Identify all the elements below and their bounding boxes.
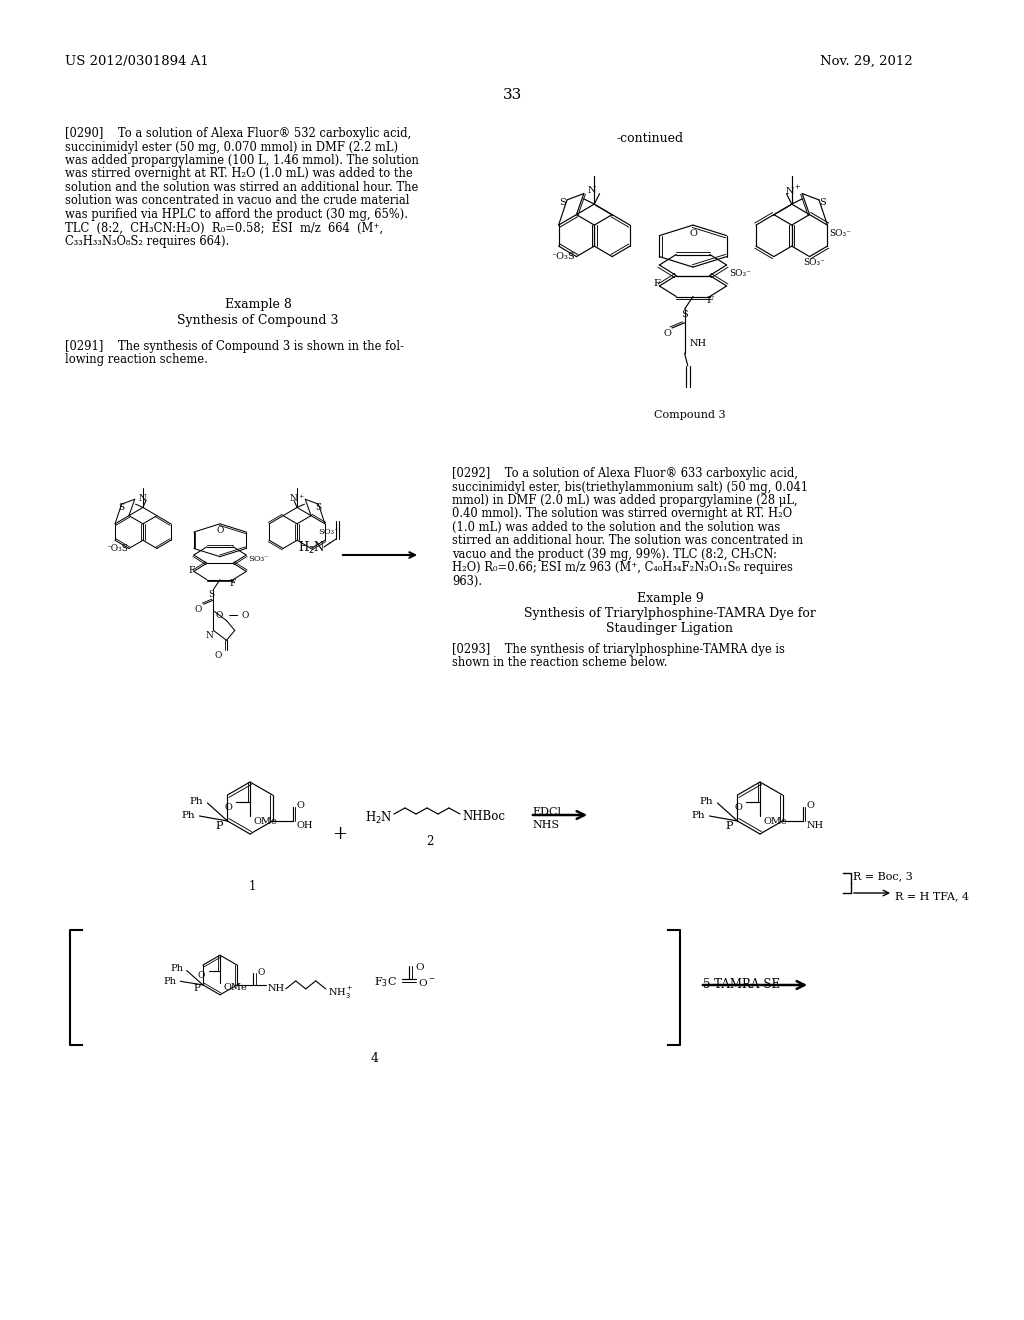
Text: O: O	[215, 611, 223, 620]
Text: was stirred overnight at RT. H₂O (1.0 mL) was added to the: was stirred overnight at RT. H₂O (1.0 mL…	[65, 168, 413, 181]
Text: [0291]    The synthesis of Compound 3 is shown in the fol-: [0291] The synthesis of Compound 3 is sh…	[65, 341, 404, 352]
Text: was added propargylamine (100 L, 1.46 mmol). The solution: was added propargylamine (100 L, 1.46 mm…	[65, 154, 419, 168]
Text: Example 9: Example 9	[637, 591, 703, 605]
Text: F: F	[707, 296, 714, 305]
Text: -continued: -continued	[616, 132, 684, 145]
Text: O: O	[689, 228, 697, 238]
Text: S: S	[315, 503, 322, 512]
Text: mmol) in DMF (2.0 mL) was added propargylamine (28 μL,: mmol) in DMF (2.0 mL) was added propargy…	[452, 494, 798, 507]
Text: [0290]    To a solution of Alexa Fluor® 532 carboxylic acid,: [0290] To a solution of Alexa Fluor® 532…	[65, 127, 412, 140]
Text: O: O	[195, 605, 203, 614]
Text: OMe: OMe	[253, 817, 276, 825]
Text: vacuo and the product (39 mg, 99%). TLC (8:2, CH₃CN:: vacuo and the product (39 mg, 99%). TLC …	[452, 548, 777, 561]
Text: S: S	[208, 590, 214, 599]
Text: shown in the reaction scheme below.: shown in the reaction scheme below.	[452, 656, 668, 669]
Text: was purified via HPLC to afford the product (30 mg, 65%).: was purified via HPLC to afford the prod…	[65, 209, 408, 220]
Text: P: P	[216, 821, 223, 832]
Text: Ph: Ph	[170, 964, 183, 973]
Text: S: S	[560, 198, 566, 207]
Text: N$^+$: N$^+$	[785, 183, 802, 197]
Text: stirred an additional hour. The solution was concentrated in: stirred an additional hour. The solution…	[452, 535, 803, 548]
Text: H$_2$N: H$_2$N	[298, 540, 326, 556]
Text: O: O	[242, 611, 249, 620]
Text: O: O	[224, 803, 232, 812]
Text: ⁻O₃S: ⁻O₃S	[106, 544, 129, 553]
Text: Ph: Ph	[182, 812, 196, 821]
Text: NHS: NHS	[532, 820, 559, 830]
Text: H₂O) R₀=0.66; ESI m/z 963 (M⁺, C₄₀H₃₄F₂N₃O₁₁S₆ requires: H₂O) R₀=0.66; ESI m/z 963 (M⁺, C₄₀H₃₄F₂N…	[452, 561, 793, 574]
Text: F: F	[654, 280, 660, 288]
Text: EDCl: EDCl	[532, 807, 561, 817]
Text: Example 8: Example 8	[224, 298, 292, 312]
Text: lowing reaction scheme.: lowing reaction scheme.	[65, 354, 208, 367]
Text: NH: NH	[268, 985, 285, 994]
Text: 963).: 963).	[452, 576, 482, 587]
Text: 4: 4	[371, 1052, 379, 1065]
Text: N$^+$: N$^+$	[289, 492, 305, 504]
Text: OMe: OMe	[223, 982, 247, 991]
Text: +: +	[333, 825, 347, 843]
Text: Synthesis of Triarylphosphine-TAMRA Dye for: Synthesis of Triarylphosphine-TAMRA Dye …	[524, 607, 816, 620]
Text: O: O	[297, 800, 304, 809]
Text: SO₃⁻: SO₃⁻	[730, 269, 752, 279]
Text: SO₃⁻: SO₃⁻	[318, 528, 339, 536]
Text: succinimidyl ester (50 mg, 0.070 mmol) in DMF (2.2 mL): succinimidyl ester (50 mg, 0.070 mmol) i…	[65, 140, 398, 153]
Text: O: O	[215, 651, 222, 660]
Text: OH: OH	[297, 821, 313, 830]
Text: S: S	[119, 503, 125, 512]
Text: O: O	[415, 964, 424, 972]
Text: Staudinger Ligation: Staudinger Ligation	[606, 622, 733, 635]
Text: S: S	[819, 198, 826, 207]
Text: N: N	[588, 186, 597, 195]
Text: Synthesis of Compound 3: Synthesis of Compound 3	[177, 314, 339, 327]
Text: NH$_3^+$: NH$_3^+$	[328, 985, 353, 1001]
Text: R = H TFA, 4: R = H TFA, 4	[895, 891, 969, 902]
Text: 1: 1	[248, 880, 256, 894]
Text: TLC  (8:2,  CH₃CN:H₂O)  R₀=0.58;  ESI  m/z  664  (M⁺,: TLC (8:2, CH₃CN:H₂O) R₀=0.58; ESI m/z 66…	[65, 222, 383, 235]
Text: (1.0 mL) was added to the solution and the solution was: (1.0 mL) was added to the solution and t…	[452, 521, 780, 535]
Text: 0.40 mmol). The solution was stirred overnight at RT. H₂O: 0.40 mmol). The solution was stirred ove…	[452, 507, 793, 520]
Text: OMe: OMe	[763, 817, 786, 825]
Text: O: O	[257, 968, 265, 977]
Text: F: F	[230, 578, 237, 587]
Text: solution was concentrated in vacuo and the crude material: solution was concentrated in vacuo and t…	[65, 194, 410, 207]
Text: N: N	[139, 494, 146, 503]
Text: Ph: Ph	[189, 796, 204, 805]
Text: NH: NH	[689, 339, 707, 348]
Text: F: F	[189, 565, 196, 574]
Text: 2: 2	[426, 836, 434, 847]
Text: Ph: Ph	[692, 812, 706, 821]
Text: Compound 3: Compound 3	[654, 411, 726, 420]
Text: succinimidyl ester, bis(triethylammonium salt) (50 mg, 0.041: succinimidyl ester, bis(triethylammonium…	[452, 480, 808, 494]
Text: NHBoc: NHBoc	[462, 810, 505, 822]
Text: SO₃⁻: SO₃⁻	[803, 259, 825, 268]
Text: C₃₃H₃₃N₃O₈S₂ requires 664).: C₃₃H₃₃N₃O₈S₂ requires 664).	[65, 235, 229, 248]
Text: 5-TAMRA-SE: 5-TAMRA-SE	[703, 978, 780, 991]
Text: R = Boc, 3: R = Boc, 3	[853, 871, 912, 880]
Text: O: O	[734, 803, 742, 812]
Text: Ph: Ph	[699, 796, 714, 805]
Text: US 2012/0301894 A1: US 2012/0301894 A1	[65, 55, 209, 69]
Text: ⁻O₃S: ⁻O₃S	[551, 252, 574, 261]
Text: P: P	[194, 985, 201, 994]
Text: Ph: Ph	[164, 977, 177, 986]
Text: N: N	[206, 631, 213, 640]
Text: O: O	[216, 525, 223, 535]
Text: O: O	[664, 329, 671, 338]
Text: 33: 33	[503, 88, 521, 102]
Text: O: O	[807, 800, 814, 809]
Text: P: P	[726, 821, 733, 832]
Text: O$^-$: O$^-$	[418, 977, 435, 987]
Text: S: S	[681, 310, 688, 318]
Text: H$_2$N: H$_2$N	[365, 810, 393, 826]
Text: SO₃⁻: SO₃⁻	[249, 556, 269, 564]
Text: [0293]    The synthesis of triarylphosphine-TAMRA dye is: [0293] The synthesis of triarylphosphine…	[452, 643, 784, 656]
Text: NH: NH	[807, 821, 823, 830]
Text: [0292]    To a solution of Alexa Fluor® 633 carboxylic acid,: [0292] To a solution of Alexa Fluor® 633…	[452, 467, 798, 480]
Text: SO₃⁻: SO₃⁻	[829, 228, 851, 238]
Text: Nov. 29, 2012: Nov. 29, 2012	[820, 55, 912, 69]
Text: F$_3$C: F$_3$C	[374, 975, 396, 989]
Text: solution and the solution was stirred an additional hour. The: solution and the solution was stirred an…	[65, 181, 419, 194]
Text: O: O	[198, 972, 205, 979]
